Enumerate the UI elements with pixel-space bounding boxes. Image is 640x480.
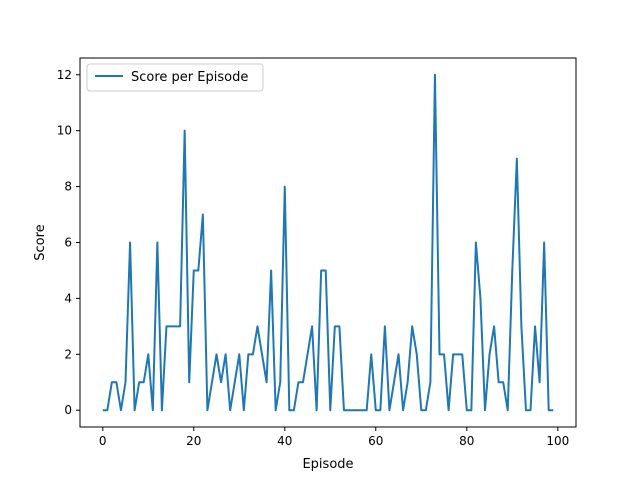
x-tick-label: 20 <box>186 434 201 448</box>
legend: Score per Episode <box>86 63 264 92</box>
y-axis-label: Score <box>33 224 48 260</box>
legend-label: Score per Episode <box>131 70 248 85</box>
y-tick-label: 6 <box>64 236 72 250</box>
plot-frame <box>79 57 577 428</box>
x-tick-label: 80 <box>459 434 474 448</box>
x-axis-ticks: 0 20 40 60 80 100 <box>99 427 569 448</box>
y-tick-label: 10 <box>57 124 72 138</box>
x-tick-label: 100 <box>546 434 569 448</box>
y-tick-label: 0 <box>64 403 72 417</box>
y-tick-label: 2 <box>64 347 72 361</box>
y-tick-label: 8 <box>64 180 72 194</box>
y-tick-label: 12 <box>57 68 72 82</box>
y-axis-ticks: 0 2 4 6 8 10 12 <box>57 68 80 417</box>
x-axis-label: Episode <box>302 457 353 472</box>
score-series-line <box>102 73 554 412</box>
x-tick-label: 0 <box>99 434 107 448</box>
x-tick-label: 60 <box>368 434 383 448</box>
y-tick-label: 4 <box>64 291 72 305</box>
legend-box <box>86 63 264 92</box>
x-tick-label: 40 <box>277 434 292 448</box>
